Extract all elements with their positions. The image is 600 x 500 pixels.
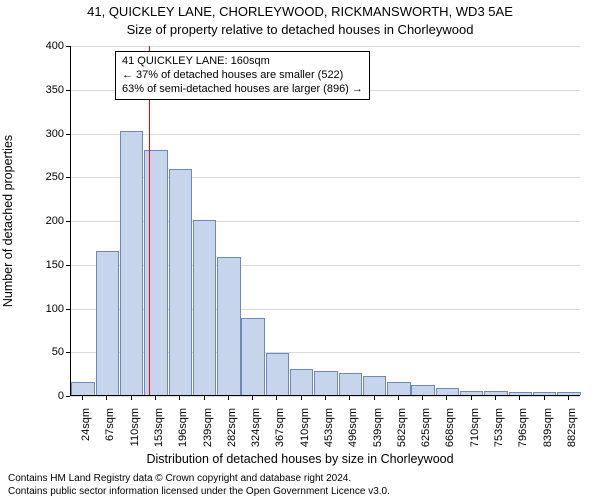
x-tick-label: 367sqm [274,408,286,452]
bar [217,257,240,395]
bar [193,220,216,395]
x-tick-label: 282sqm [226,408,238,452]
bar [557,392,580,395]
y-tick-mark [66,396,70,397]
y-tick-mark [66,221,70,222]
x-tick-mark [325,396,326,400]
x-tick-label: 324sqm [250,408,262,452]
x-tick-mark [204,396,205,400]
y-tick-mark [66,352,70,353]
x-tick-mark [106,396,107,400]
x-tick-label: 239sqm [202,408,214,452]
y-tick-label: 300 [4,128,64,140]
y-tick-label: 100 [4,303,64,315]
plot-area: 41 QUICKLEY LANE: 160sqm← 37% of detache… [70,46,580,396]
footer-line1: Contains HM Land Registry data © Crown c… [8,473,592,486]
x-tick-label: 839sqm [542,408,554,452]
y-tick-mark [66,265,70,266]
x-axis-label: Distribution of detached houses by size … [0,452,600,466]
x-tick-mark [495,396,496,400]
y-tick-label: 50 [4,346,64,358]
x-tick-mark [252,396,253,400]
annotation-line: 41 QUICKLEY LANE: 160sqm [122,55,363,69]
y-tick-mark [66,309,70,310]
bar [533,392,556,395]
y-tick-label: 400 [4,40,64,52]
x-tick-label: 24sqm [80,408,92,452]
gridline [71,46,580,47]
x-tick-label: 668sqm [444,408,456,452]
x-tick-mark [446,396,447,400]
x-tick-label: 410sqm [299,408,311,452]
x-tick-mark [544,396,545,400]
bar [290,369,313,395]
annotation-box: 41 QUICKLEY LANE: 160sqm← 37% of detache… [115,51,370,100]
bar [314,371,337,396]
x-tick-label: 453sqm [323,408,335,452]
bar [339,373,362,395]
bar [387,382,410,395]
x-tick-mark [179,396,180,400]
chart-container: 41, QUICKLEY LANE, CHORLEYWOOD, RICKMANS… [0,0,600,500]
x-tick-mark [422,396,423,400]
y-tick-mark [66,90,70,91]
bar [266,353,289,395]
y-tick-label: 150 [4,259,64,271]
bar [169,169,192,395]
bar [436,388,459,395]
x-tick-mark [398,396,399,400]
y-tick-label: 250 [4,171,64,183]
bar [460,391,483,395]
chart-title-line1: 41, QUICKLEY LANE, CHORLEYWOOD, RICKMANS… [0,4,600,19]
x-tick-mark [349,396,350,400]
x-tick-label: 153sqm [153,408,165,452]
x-tick-label: 796sqm [517,408,529,452]
bar [96,251,119,395]
bar [509,392,532,395]
x-tick-mark [82,396,83,400]
x-tick-mark [228,396,229,400]
bar [363,376,386,395]
footer-line2: Contains public sector information licen… [8,486,592,499]
gridline [71,134,580,135]
chart-title-line2: Size of property relative to detached ho… [0,22,600,37]
y-tick-label: 200 [4,215,64,227]
x-tick-mark [374,396,375,400]
x-tick-mark [131,396,132,400]
bar [71,382,94,395]
annotation-line: 63% of semi-detached houses are larger (… [122,83,363,97]
bar [411,385,434,396]
x-tick-label: 582sqm [396,408,408,452]
x-tick-label: 625sqm [420,408,432,452]
bar [241,318,264,395]
y-tick-mark [66,46,70,47]
x-tick-mark [155,396,156,400]
y-tick-label: 350 [4,84,64,96]
x-tick-mark [276,396,277,400]
x-tick-label: 67sqm [104,408,116,452]
x-tick-label: 110sqm [129,408,141,452]
x-tick-mark [568,396,569,400]
x-tick-mark [471,396,472,400]
x-tick-label: 496sqm [347,408,359,452]
bar [120,131,143,395]
x-tick-label: 196sqm [177,408,189,452]
x-tick-mark [519,396,520,400]
x-tick-mark [301,396,302,400]
x-tick-label: 882sqm [566,408,578,452]
footer-attribution: Contains HM Land Registry data © Crown c… [8,473,592,498]
x-tick-label: 710sqm [469,408,481,452]
annotation-line: ← 37% of detached houses are smaller (52… [122,69,363,83]
y-tick-label: 0 [4,390,64,402]
x-tick-label: 753sqm [493,408,505,452]
x-tick-label: 539sqm [372,408,384,452]
y-tick-mark [66,177,70,178]
bar [484,391,507,395]
y-tick-mark [66,134,70,135]
